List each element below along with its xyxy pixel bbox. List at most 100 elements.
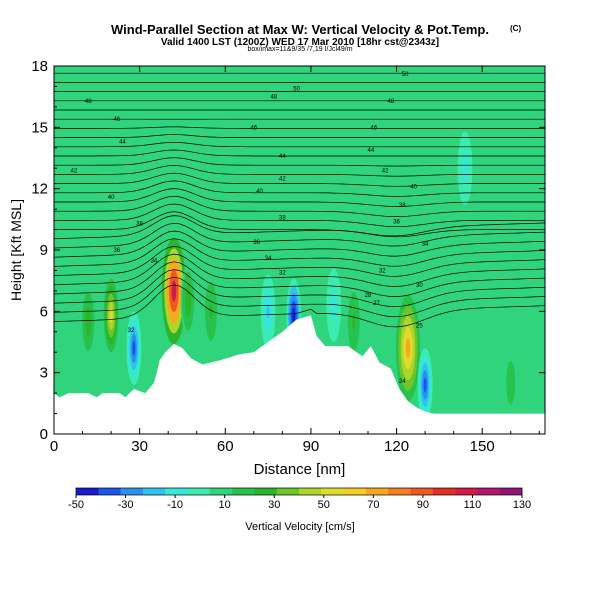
colorbar-swatch <box>209 488 233 495</box>
isentrope-line <box>54 276 545 318</box>
colorbar-swatch <box>254 488 277 495</box>
colorbar-swatch <box>388 488 411 495</box>
y-tick-label: 0 <box>40 426 48 443</box>
contour-label: 36 <box>253 240 260 246</box>
y-tick-label: 12 <box>31 181 48 198</box>
contour-label: 48 <box>85 99 92 105</box>
contour-label: 46 <box>370 125 377 131</box>
contour-label: 38 <box>279 215 286 221</box>
updraft-core-6-ring <box>352 314 356 329</box>
downdraft-core-1-ring <box>292 308 296 323</box>
isentrope-line <box>54 269 545 308</box>
colorbar-frame <box>75 487 523 496</box>
x-tick-label: 120 <box>384 438 409 455</box>
colorbar-tick-label: -30 <box>118 499 134 511</box>
colorbar-tick-label: -10 <box>167 499 183 511</box>
colorbar-swatch <box>232 488 255 495</box>
isentrope-line <box>54 246 545 277</box>
contour-label: 34 <box>422 242 429 248</box>
contour-label: 36 <box>393 219 400 225</box>
colorbar-swatch <box>455 488 478 495</box>
contour-label: 38 <box>136 221 143 227</box>
x-tick-label: 30 <box>131 438 148 455</box>
y-tick-label: 15 <box>31 119 48 136</box>
colorbar-swatch <box>276 488 300 495</box>
contour-label: 40 <box>410 185 417 191</box>
x-tick-label: 90 <box>303 438 320 455</box>
contour-label: 28 <box>365 293 372 299</box>
x-tick-label: 0 <box>50 438 58 455</box>
y-tick-label: 18 <box>31 58 48 75</box>
colorbar-swatch <box>410 488 434 495</box>
isentrope-line <box>54 157 545 167</box>
contour-label: 32 <box>379 268 386 274</box>
colorbar-swatch <box>187 488 211 495</box>
updraft-core-4-ring <box>186 293 190 309</box>
colorbar-tick-label: 110 <box>464 499 482 511</box>
contour-label: 27 <box>373 301 380 307</box>
contour-label: 42 <box>382 168 389 174</box>
colorbar-swatch <box>142 488 166 495</box>
contour-label: 40 <box>108 195 115 201</box>
isentrope-line <box>54 222 545 249</box>
contour-label: 48 <box>270 95 277 101</box>
isentrope-line <box>54 134 545 138</box>
downdraft-core-2-ring <box>423 377 427 393</box>
colorbar-swatch <box>499 488 523 495</box>
updraft-core-3-ring <box>86 314 90 329</box>
contour-label: 48 <box>388 99 395 105</box>
colorbar-tick-label: 10 <box>219 499 231 511</box>
updraft-core-1-ring <box>405 337 411 359</box>
colorbar-swatch <box>165 488 188 495</box>
isentrope-line <box>54 126 545 129</box>
colorbar-swatch <box>365 488 389 495</box>
colorbar-swatch <box>432 488 456 495</box>
updraft-core-5-ring <box>209 303 213 319</box>
terrain <box>54 315 545 434</box>
colorbar-swatch <box>98 488 121 495</box>
contour-label: 46 <box>250 125 257 131</box>
contour-label: 50 <box>402 72 409 78</box>
y-tick-label: 6 <box>40 303 48 320</box>
downdraft-core-3-ring <box>266 303 270 319</box>
downdraft-core-0-ring <box>132 340 136 356</box>
contour-label: 24 <box>399 379 406 385</box>
updraft-core-7-ring <box>509 375 513 391</box>
isentrope-line <box>54 215 545 240</box>
isentrope-line <box>54 238 545 267</box>
isentrope-line <box>54 203 545 228</box>
isentrope-line <box>54 141 545 148</box>
colorbar-tick-label: 50 <box>318 499 330 511</box>
contour-label: 38 <box>399 203 406 209</box>
updraft-core-0-ring <box>171 280 177 302</box>
colorbar-swatch <box>76 488 99 495</box>
x-tick-label: 60 <box>217 438 234 455</box>
isentrope-line <box>54 172 545 187</box>
contour-label: 44 <box>368 148 375 154</box>
contour-label: 30 <box>416 283 423 289</box>
contour-label: 44 <box>279 154 286 160</box>
isentrope-line <box>54 253 545 287</box>
plot-area: 48 46 44 42 40 38 36 34 32 50 48 46 44 42 40 38 36 34 32 50… <box>54 66 545 434</box>
isentrope-line <box>54 230 545 258</box>
isentrope-line <box>54 195 545 217</box>
contour-label: 42 <box>279 176 286 182</box>
contour-label: 34 <box>151 258 158 264</box>
colorbar-tick-label: -50 <box>68 499 84 511</box>
y-axis-label: Height [Kft MSL] <box>8 199 24 301</box>
contour-label: 25 <box>416 324 423 330</box>
x-tick-label: 150 <box>470 438 495 455</box>
colorbar-swatch <box>477 488 500 495</box>
contour-label: 40 <box>256 189 263 195</box>
colorbar-label: Vertical Velocity [cm/s] <box>245 521 354 533</box>
contour-label: 34 <box>265 256 272 262</box>
isentrope-line <box>54 180 545 197</box>
y-tick-label: 9 <box>40 242 48 259</box>
x-axis-label: Distance [nm] <box>254 461 346 478</box>
contour-label: 32 <box>279 271 286 277</box>
contour-label: 46 <box>113 117 120 123</box>
isentrope-line <box>54 165 545 177</box>
isentrope-line <box>54 261 545 297</box>
downdraft-core-5-ring <box>463 160 467 176</box>
